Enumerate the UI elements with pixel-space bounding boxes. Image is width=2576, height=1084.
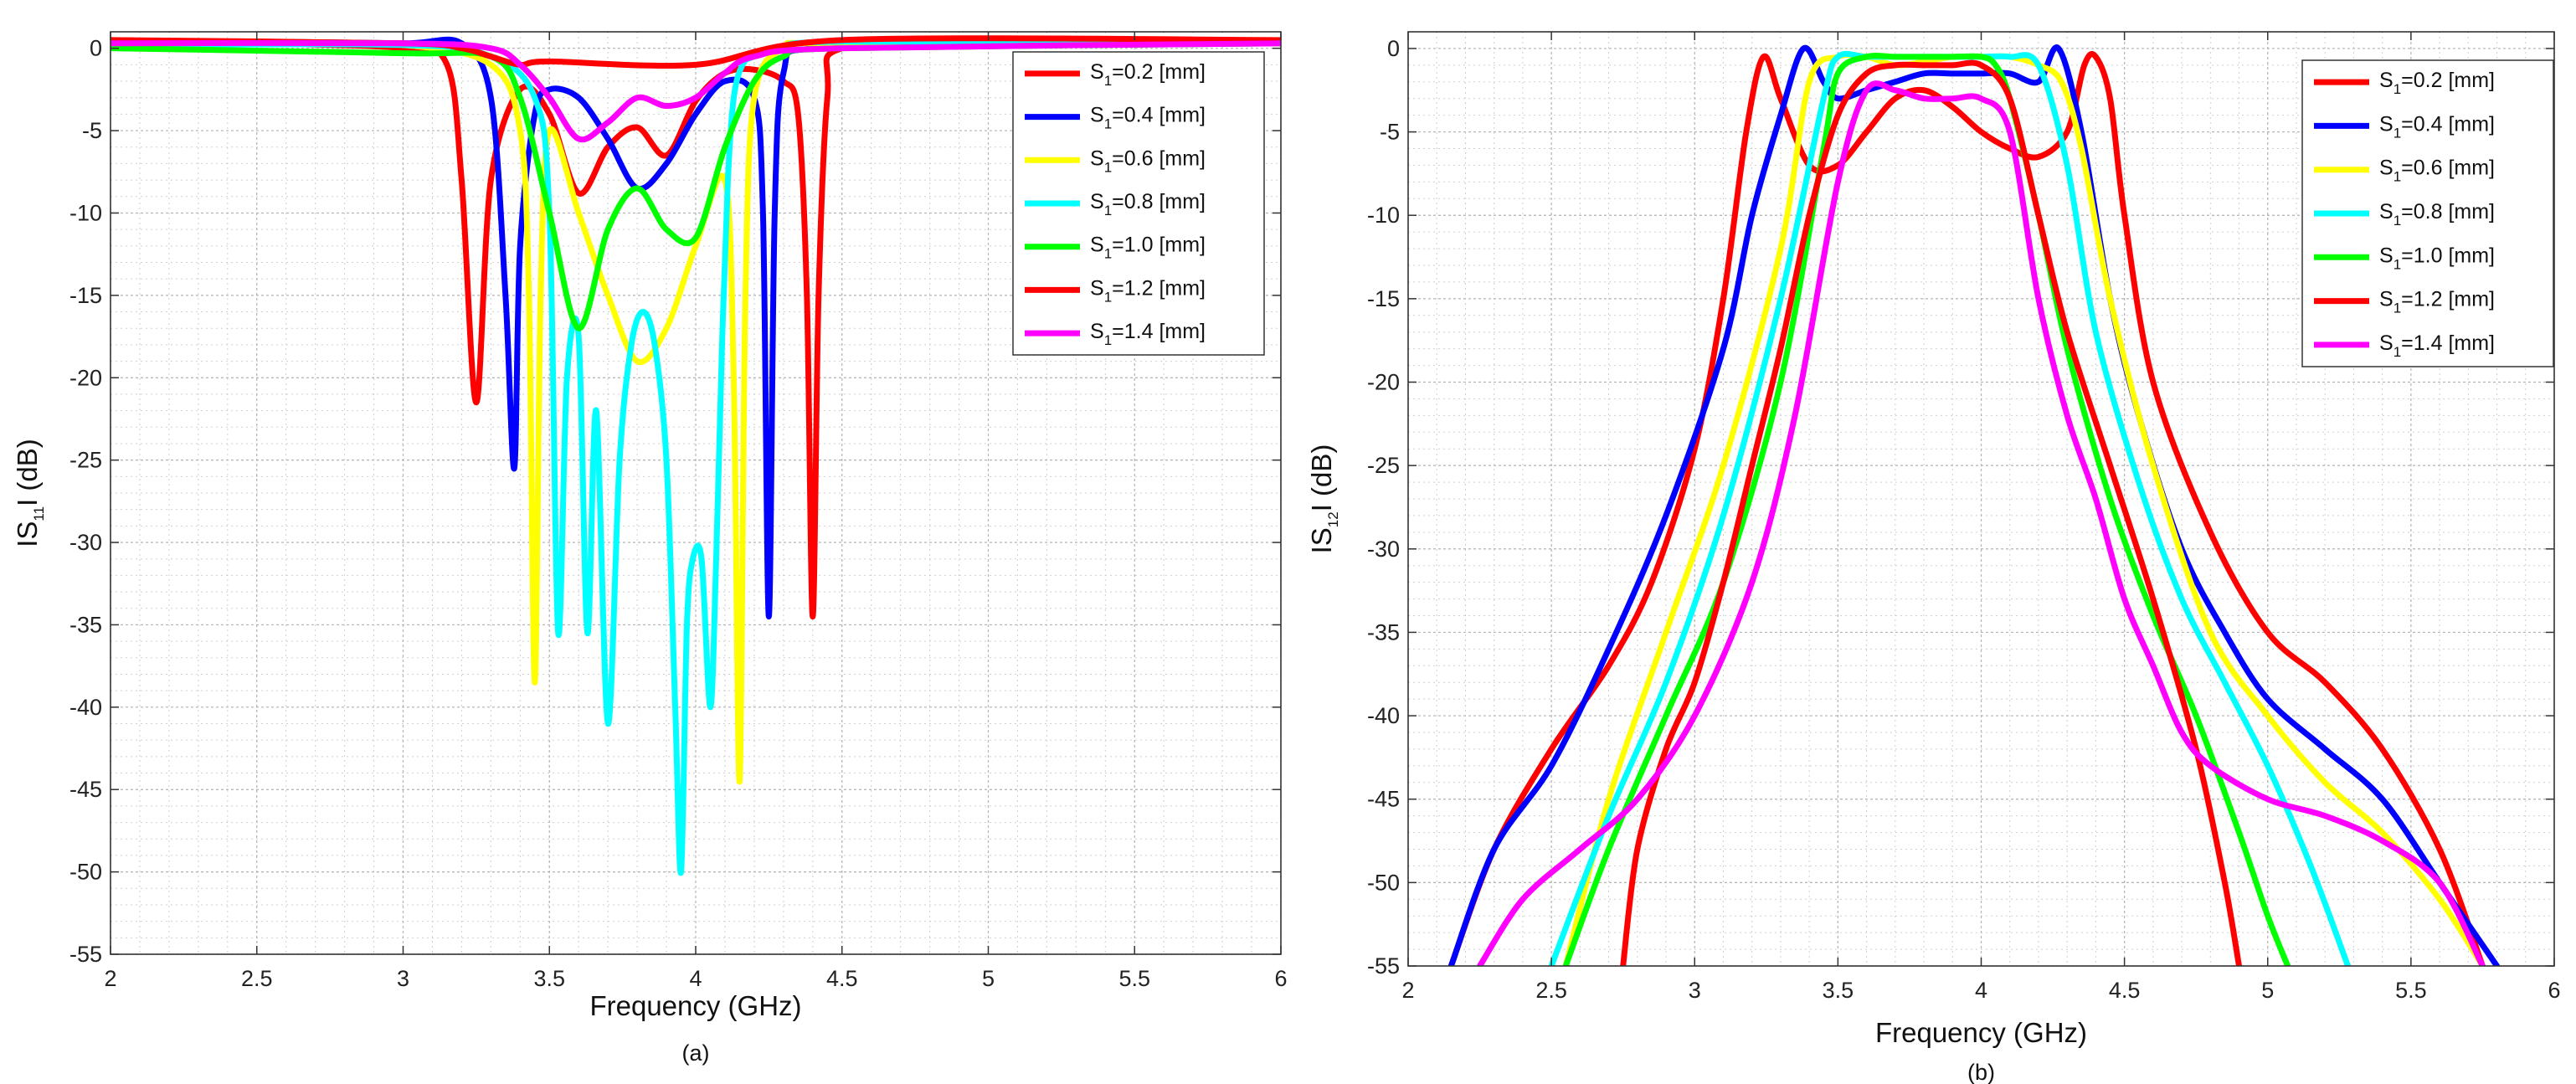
legend-label: S1=0.8 [mm] (2379, 200, 2495, 229)
legend-label: S1=0.2 [mm] (1090, 60, 1206, 89)
series-line-1 (1447, 51, 2486, 966)
x-tick-label: 4.5 (2109, 978, 2141, 1003)
y-tick-label: 0 (90, 36, 102, 61)
x-tick-label: 3 (397, 966, 409, 991)
series-line-3 (111, 39, 1281, 784)
x-tick-label: 5.5 (1118, 966, 1150, 991)
x-tick-label: 2 (104, 966, 116, 991)
y-tick-label: -40 (1367, 703, 1400, 728)
y-tick-label: -30 (1367, 537, 1400, 562)
legend-label: S1=1.2 [mm] (1090, 276, 1206, 305)
x-tick-label: 2.5 (1535, 978, 1567, 1003)
legend: S1=0.2 [mm] S1=0.4 [mm] S1=0.6 [mm] S1=0.8 … (2301, 59, 2554, 367)
y-tick-label: -5 (82, 118, 102, 143)
chart-a: 2 2.5 3 3.5 4 4.5 5 5.5 6 0 -5 -10 -15 -20 -25 -30 -35 -4… (12, 31, 1288, 1066)
series-line-4 (111, 38, 1281, 876)
x-tick-label: 5.5 (2395, 978, 2427, 1003)
legend-label: S1=1.0 [mm] (1090, 234, 1206, 262)
legend-label: S1=0.8 [mm] (1090, 190, 1206, 218)
series-lines (1447, 44, 2501, 966)
legend-label: S1=0.2 [mm] (2379, 69, 2495, 97)
figure-caption: (b) (1967, 1060, 1995, 1084)
y-axis-label: IS11I (dB) (12, 439, 47, 547)
x-tick-label: 3.5 (1823, 978, 1854, 1003)
series-line-7 (1477, 80, 2486, 966)
x-axis-label: Frequency (GHz) (589, 990, 801, 1021)
y-tick-label: -35 (1367, 619, 1400, 645)
y-tick-label: -45 (69, 777, 102, 802)
series-line-6 (1620, 59, 2243, 966)
y-tick-label: -10 (1367, 203, 1400, 228)
x-tick-label: 3 (1689, 978, 1701, 1003)
y-tick-label: -30 (69, 530, 102, 555)
y-tick-label: 0 (1387, 36, 1400, 61)
figure-caption: (a) (682, 1040, 710, 1066)
x-tick-label: 3.5 (533, 966, 565, 991)
x-tick-label: 4.5 (826, 966, 858, 991)
y-tick-label: -50 (69, 860, 102, 885)
minor-grid (110, 32, 1282, 955)
x-tick-label: 5 (982, 966, 995, 991)
y-tick-label: -40 (69, 695, 102, 720)
series-lines (111, 35, 1281, 876)
legend-label: S1=0.4 [mm] (2379, 112, 2495, 141)
x-tick-label: 4 (689, 966, 702, 991)
y-tick-label: -55 (69, 942, 102, 967)
legend-label: S1=1.2 [mm] (2379, 288, 2495, 316)
y-tick-label: -10 (69, 200, 102, 225)
y-tick-label: -45 (1367, 787, 1400, 812)
y-tick-label: -15 (69, 283, 102, 308)
legend: S1=0.2 [mm] S1=0.4 [mm] S1=0.6 [mm] S1=0.8 … (1012, 51, 1265, 356)
legend-label: S1=1.4 [mm] (1090, 320, 1206, 348)
x-tick-label: 2.5 (241, 966, 273, 991)
y-axis-label: IS12I (dB) (1306, 444, 1341, 554)
series-line-2 (1447, 44, 2501, 966)
x-tick-label: 4 (1975, 978, 1987, 1003)
x-tick-label: 6 (2548, 978, 2560, 1003)
y-tick-label: -50 (1367, 870, 1400, 895)
legend-label: S1=1.0 [mm] (2379, 244, 2495, 272)
y-tick-label: -35 (69, 612, 102, 637)
legend-label: S1=1.4 [mm] (2379, 331, 2495, 360)
y-tick-label: -5 (1380, 120, 1400, 145)
y-tick-label: -55 (1367, 953, 1400, 979)
x-tick-label: 5 (2261, 978, 2274, 1003)
y-tick-label: -25 (69, 448, 102, 473)
series-line-7 (111, 39, 1281, 143)
y-tick-label: -20 (69, 365, 102, 390)
y-tick-label: -20 (1367, 370, 1400, 395)
chart-b: 2 2.5 3 3.5 4 4.5 5 5.5 6 0 -5 -10 -15 -20 -25 -30 -35 -4… (1306, 31, 2561, 1084)
legend-label: S1=0.6 [mm] (2379, 157, 2495, 185)
legend-label: S1=0.4 [mm] (1090, 104, 1206, 132)
y-tick-label: -15 (1367, 286, 1400, 311)
x-tick-label: 2 (1401, 978, 1414, 1003)
x-tick-label: 6 (1274, 966, 1287, 991)
y-tick-label: -25 (1367, 453, 1400, 478)
legend-label: S1=0.6 [mm] (1090, 146, 1206, 175)
x-axis-label: Frequency (GHz) (1875, 1017, 2087, 1048)
